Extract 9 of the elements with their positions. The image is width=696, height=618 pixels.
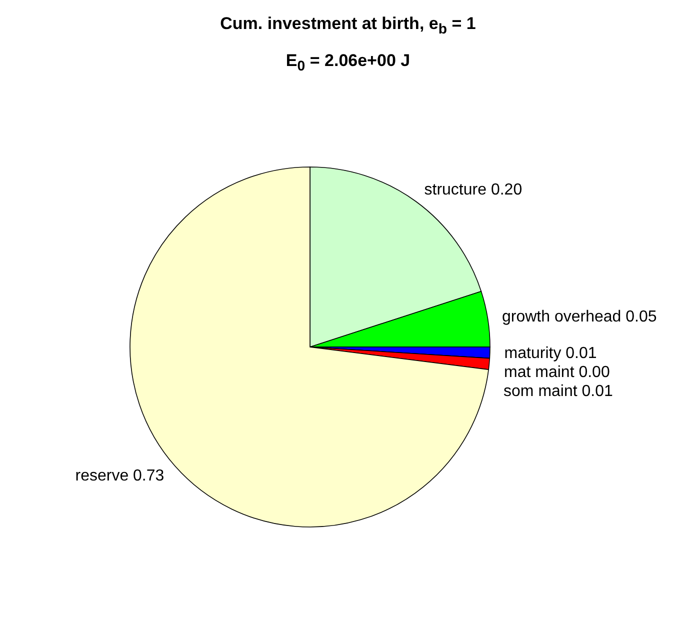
slice-label: maturity 0.01 xyxy=(504,344,597,362)
slice-label: growth overhead 0.05 xyxy=(502,308,657,326)
chart-subtitle: E$_{0}$ = 2.06e+00 J xyxy=(284,50,412,77)
pie-slice xyxy=(130,166,489,528)
slice-label: structure 0.20 xyxy=(424,182,522,199)
slice-label: som maint 0.01 xyxy=(504,382,614,400)
category-label: mat maint 0.00 xyxy=(504,364,610,381)
chart-title: Cum. investment at birth, e$_{b}$ = 1 xyxy=(219,13,477,40)
slice-label: reserve 0.73 xyxy=(75,467,164,484)
